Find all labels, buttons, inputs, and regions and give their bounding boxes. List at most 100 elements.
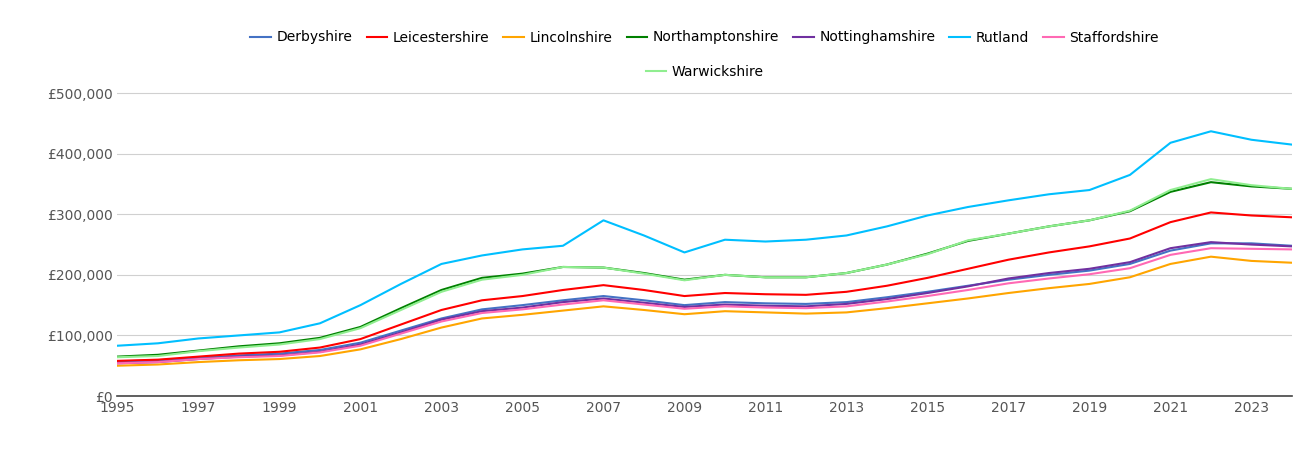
Lincolnshire: [555, 308, 570, 313]
Nottinghamshire: [433, 317, 449, 322]
Staffordshire: [1203, 246, 1219, 251]
Legend: Warwickshire: Warwickshire: [639, 59, 770, 85]
Staffordshire: [433, 319, 449, 324]
Rutland: [191, 336, 206, 341]
Derbyshire: [433, 316, 449, 321]
Derbyshire: [1284, 243, 1300, 248]
Staffordshire: [312, 350, 328, 355]
Staffordshire: [474, 310, 489, 316]
Northamptonshire: [150, 352, 166, 357]
Northamptonshire: [839, 270, 855, 276]
Derbyshire: [636, 297, 651, 303]
Line: Rutland: Rutland: [117, 131, 1292, 346]
Rutland: [312, 320, 328, 326]
Rutland: [636, 233, 651, 238]
Northamptonshire: [514, 271, 530, 276]
Warwickshire: [1244, 183, 1259, 188]
Warwickshire: [1122, 208, 1138, 213]
Leicestershire: [514, 293, 530, 299]
Northamptonshire: [1284, 186, 1300, 192]
Northamptonshire: [231, 344, 247, 349]
Nottinghamshire: [758, 303, 774, 308]
Lincolnshire: [393, 336, 408, 342]
Nottinghamshire: [920, 290, 936, 296]
Warwickshire: [718, 272, 733, 278]
Leicestershire: [758, 292, 774, 297]
Leicestershire: [636, 287, 651, 292]
Warwickshire: [799, 274, 814, 280]
Warwickshire: [271, 342, 287, 347]
Rutland: [1041, 192, 1057, 197]
Rutland: [758, 239, 774, 244]
Warwickshire: [1041, 224, 1057, 229]
Lincolnshire: [1082, 281, 1098, 287]
Rutland: [474, 253, 489, 258]
Nottinghamshire: [1163, 246, 1178, 251]
Leicestershire: [1203, 210, 1219, 215]
Warwickshire: [393, 307, 408, 313]
Derbyshire: [920, 289, 936, 294]
Nottinghamshire: [231, 354, 247, 359]
Warwickshire: [1001, 231, 1017, 236]
Derbyshire: [1001, 277, 1017, 283]
Derbyshire: [1082, 268, 1098, 273]
Warwickshire: [150, 353, 166, 359]
Lincolnshire: [799, 311, 814, 316]
Leicestershire: [1082, 244, 1098, 249]
Nottinghamshire: [312, 349, 328, 355]
Rutland: [393, 281, 408, 287]
Rutland: [110, 343, 125, 348]
Leicestershire: [1001, 257, 1017, 262]
Warwickshire: [191, 348, 206, 354]
Leicestershire: [1163, 220, 1178, 225]
Northamptonshire: [312, 335, 328, 341]
Northamptonshire: [799, 274, 814, 280]
Derbyshire: [960, 283, 976, 288]
Northamptonshire: [474, 275, 489, 281]
Warwickshire: [758, 274, 774, 280]
Staffordshire: [1001, 281, 1017, 286]
Derbyshire: [110, 359, 125, 364]
Northamptonshire: [1203, 180, 1219, 185]
Nottinghamshire: [1203, 239, 1219, 245]
Warwickshire: [110, 355, 125, 360]
Lincolnshire: [1244, 258, 1259, 264]
Warwickshire: [676, 278, 692, 283]
Lincolnshire: [514, 312, 530, 318]
Lincolnshire: [676, 311, 692, 317]
Nottinghamshire: [636, 300, 651, 306]
Northamptonshire: [718, 272, 733, 278]
Northamptonshire: [758, 274, 774, 280]
Rutland: [595, 218, 611, 223]
Leicestershire: [1244, 213, 1259, 218]
Line: Lincolnshire: Lincolnshire: [117, 256, 1292, 366]
Nottinghamshire: [474, 309, 489, 314]
Lincolnshire: [920, 301, 936, 306]
Derbyshire: [880, 295, 895, 300]
Lincolnshire: [839, 310, 855, 315]
Rutland: [555, 243, 570, 248]
Lincolnshire: [960, 296, 976, 301]
Northamptonshire: [191, 348, 206, 353]
Leicestershire: [880, 283, 895, 288]
Warwickshire: [920, 252, 936, 257]
Nottinghamshire: [110, 360, 125, 366]
Nottinghamshire: [676, 304, 692, 310]
Leicestershire: [718, 290, 733, 296]
Staffordshire: [110, 360, 125, 366]
Leicestershire: [393, 322, 408, 327]
Warwickshire: [636, 271, 651, 276]
Northamptonshire: [271, 341, 287, 346]
Warwickshire: [595, 265, 611, 270]
Nottinghamshire: [352, 342, 368, 347]
Lincolnshire: [1203, 254, 1219, 259]
Staffordshire: [1163, 252, 1178, 257]
Derbyshire: [1163, 248, 1178, 253]
Lincolnshire: [636, 307, 651, 313]
Nottinghamshire: [514, 305, 530, 310]
Warwickshire: [433, 289, 449, 294]
Line: Leicestershire: Leicestershire: [117, 212, 1292, 361]
Staffordshire: [150, 360, 166, 365]
Lincolnshire: [595, 304, 611, 309]
Staffordshire: [676, 306, 692, 311]
